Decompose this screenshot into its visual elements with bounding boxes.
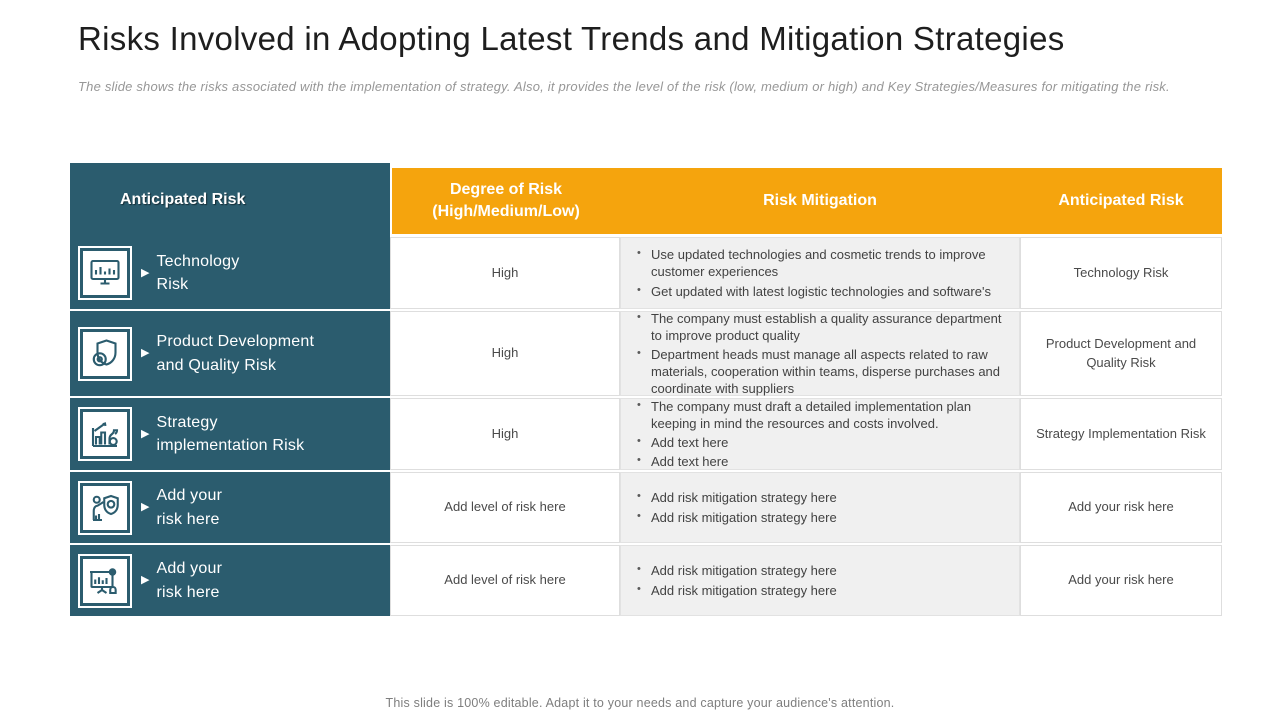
mitigation-item: Add risk mitigation strategy here — [631, 489, 837, 506]
mitigation-cell: The company must draft a detailed implem… — [620, 398, 1020, 470]
anticipated-risk-cell: Product Development and Quality Risk — [1020, 311, 1222, 396]
degree-cell: Add level of risk here — [390, 472, 620, 543]
mitigation-item: Add risk mitigation strategy here — [631, 509, 837, 526]
degree-cell: High — [390, 311, 620, 396]
header-degree-line2: (High/Medium/Low) — [432, 203, 580, 220]
mitigation-item: Add risk mitigation strategy here — [631, 582, 837, 599]
chart-chess-piece-icon — [78, 407, 132, 461]
anticipated-risk-cell: Add your risk here — [1020, 545, 1222, 616]
header-anticipated-risk-right: Anticipated Risk — [1020, 168, 1222, 234]
shield-gear-icon — [78, 326, 132, 381]
play-arrow-icon: ▶ — [141, 501, 150, 513]
header-degree-of-risk: Degree of Risk (High/Medium/Low) — [390, 168, 620, 234]
anticipated-risk-cell: Add your risk here — [1020, 472, 1222, 543]
table-row-risk-name: ▶ Add your risk here — [70, 545, 390, 616]
play-arrow-icon: ▶ — [141, 427, 150, 440]
risk-name-label: Technology Risk — [156, 252, 240, 293]
risk-name-label: Add your risk here — [156, 487, 223, 528]
monitor-chart-icon — [78, 246, 132, 300]
degree-cell: High — [390, 398, 620, 470]
mitigation-list: The company must establish a quality ass… — [631, 308, 1005, 400]
presentation-board-icon — [78, 553, 132, 608]
mitigation-item: Get updated with latest logistic technol… — [631, 283, 1005, 300]
mitigation-list: Add risk mitigation strategy here Add ri… — [631, 560, 837, 600]
risk-name-label: Strategy implementation Risk — [156, 413, 305, 454]
mitigation-list: The company must draft a detailed implem… — [631, 396, 1005, 473]
play-arrow-icon: ▶ — [141, 574, 150, 586]
risk-name-label: Product Development and Quality Risk — [156, 333, 315, 374]
page-title: Risks Involved in Adopting Latest Trends… — [78, 20, 1065, 57]
header-anticipated-risk-left: Anticipated Risk — [70, 163, 390, 237]
mitigation-item: Department heads must manage all aspects… — [631, 346, 1005, 397]
table-row-risk-name: ▶ Add your risk here — [70, 472, 390, 543]
mitigation-cell: Use updated technologies and cosmetic tr… — [620, 237, 1020, 309]
anticipated-risk-cell: Strategy Implementation Risk — [1020, 398, 1222, 470]
header-degree-line1: Degree of Risk — [449, 181, 563, 199]
header-risk-mitigation: Risk Mitigation — [620, 168, 1020, 234]
mitigation-cell: Add risk mitigation strategy here Add ri… — [620, 472, 1020, 543]
degree-cell: High — [390, 237, 620, 309]
mitigation-cell: The company must establish a quality ass… — [620, 310, 1020, 396]
risk-table: Anticipated Risk Degree of Risk (High/Me… — [70, 163, 1222, 616]
person-shield-chart-icon — [78, 480, 132, 535]
play-arrow-icon: ▶ — [141, 266, 150, 279]
mitigation-list: Add risk mitigation strategy here Add ri… — [631, 487, 837, 527]
degree-cell: Add level of risk here — [390, 545, 620, 616]
play-arrow-icon: ▶ — [141, 347, 150, 359]
mitigation-item: Add risk mitigation strategy here — [631, 562, 837, 579]
table-row-risk-name: ▶ Technology Risk — [70, 237, 390, 309]
mitigation-item: The company must draft a detailed implem… — [631, 398, 1005, 432]
footer-note: This slide is 100% editable. Adapt it to… — [385, 696, 895, 710]
table-row-risk-name: ▶ Product Development and Quality Risk — [70, 311, 390, 396]
anticipated-risk-cell: Technology Risk — [1020, 237, 1222, 309]
mitigation-item: Add text here — [631, 453, 1005, 470]
risk-name-label: Add your risk here — [156, 560, 223, 601]
mitigation-cell: Add risk mitigation strategy here Add ri… — [620, 545, 1020, 616]
table-row-risk-name: ▶ Strategy implementation Risk — [70, 398, 390, 470]
mitigation-item: Add text here — [631, 434, 1005, 451]
slide-subtitle: The slide shows the risks associated wit… — [78, 79, 1170, 94]
mitigation-item: The company must establish a quality ass… — [631, 310, 1005, 344]
mitigation-item: Use updated technologies and cosmetic tr… — [631, 246, 1005, 280]
mitigation-list: Use updated technologies and cosmetic tr… — [631, 244, 1005, 301]
